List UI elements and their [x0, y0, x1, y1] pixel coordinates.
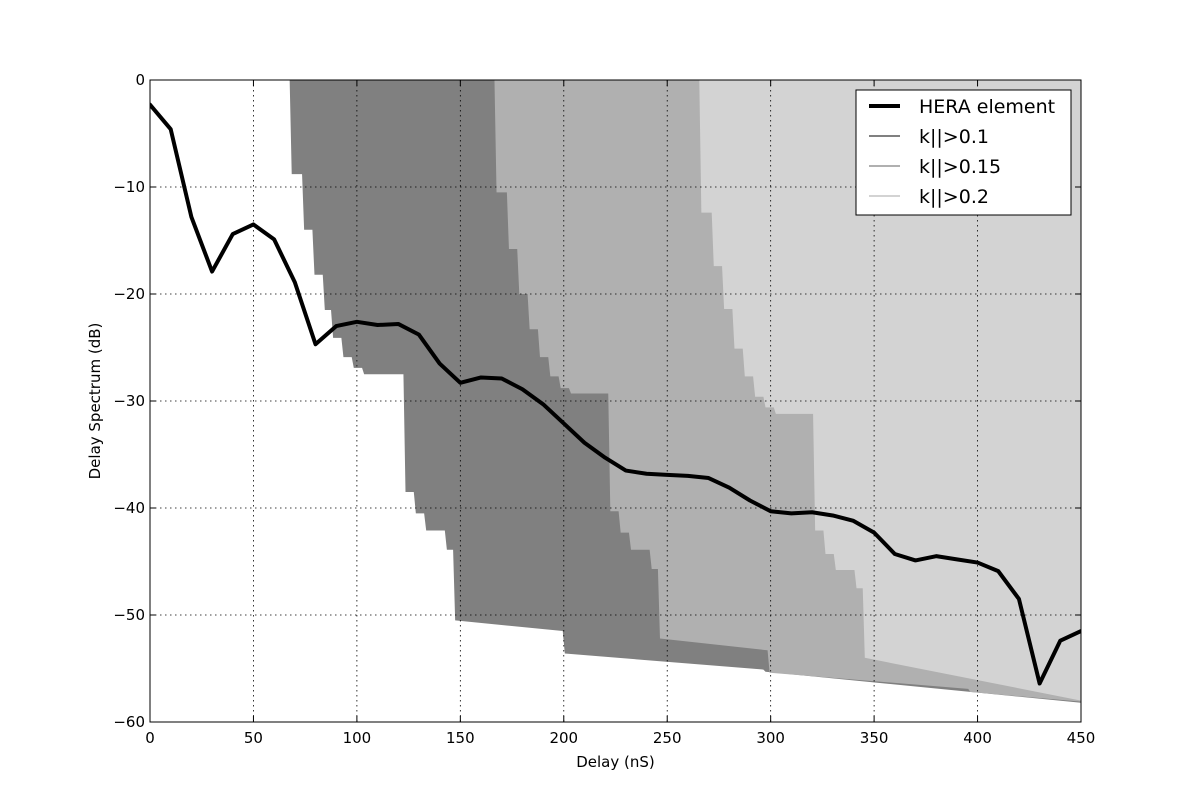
x-axis-label: Delay (nS): [576, 753, 655, 771]
y-tick-label: −10: [113, 178, 145, 196]
x-tick-label: 400: [963, 729, 992, 747]
x-tick-label: 100: [343, 729, 372, 747]
legend-label: k||>0.2: [919, 186, 989, 208]
legend-label: k||>0.1: [919, 126, 989, 148]
x-tick-label: 50: [244, 729, 263, 747]
y-tick-label: −40: [113, 499, 145, 517]
x-tick-label: 450: [1067, 729, 1096, 747]
y-tick-label: −30: [113, 392, 145, 410]
legend-box: [855, 89, 1072, 216]
x-tick-label: 250: [653, 729, 682, 747]
legend: HERA element k||>0.1 k||>0.15 k||>0.2: [855, 89, 1072, 216]
series-line-0: [150, 102, 1081, 686]
x-tick-label: 150: [446, 729, 475, 747]
y-tick-label: −20: [113, 285, 145, 303]
y-tick-label: −60: [113, 713, 145, 731]
legend-label: HERA element: [919, 96, 1055, 118]
shaded-region-3: [699, 80, 1081, 701]
x-tick-label: 200: [549, 729, 578, 747]
x-tick-label: 300: [756, 729, 785, 747]
y-tick-label: 0: [135, 71, 145, 89]
plot-area: [150, 80, 1081, 722]
legend-label: k||>0.15: [919, 156, 1001, 178]
x-tick-label: 350: [860, 729, 889, 747]
x-tick-label: 0: [145, 729, 155, 747]
y-tick-label: −50: [113, 606, 145, 624]
y-axis-label: Delay Spectrum (dB): [86, 323, 104, 480]
